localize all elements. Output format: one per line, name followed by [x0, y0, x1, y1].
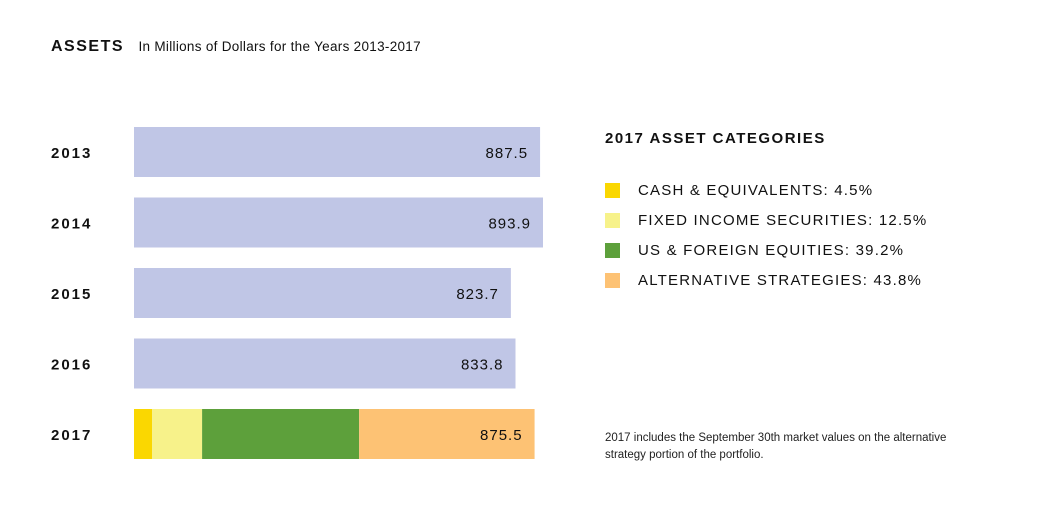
- legend-item-alternative: ALTERNATIVE STRATEGIES: 43.8%: [605, 265, 927, 295]
- legend-swatch-cash: [605, 182, 620, 198]
- bar-2014: [134, 197, 543, 248]
- legend-label-cash: CASH & EQUIVALENTS: 4.5%: [638, 181, 874, 199]
- chart-header: ASSETS In Millions of Dollars for the Ye…: [51, 38, 421, 56]
- bar-2013: [134, 127, 541, 177]
- category-label-2013: 2013: [51, 145, 92, 162]
- value-label-2014: 893.9: [488, 216, 531, 233]
- legend-item-fixed-income: FIXED INCOME SECURITIES: 12.5%: [605, 205, 927, 235]
- bar-chart: 2013 887.5 2014 893.9 2015 823.7 2016 833.8 2017…: [51, 127, 543, 459]
- legend-label-alternative: ALTERNATIVE STRATEGIES: 43.8%: [638, 271, 923, 289]
- legend-swatch-fixed-income: [605, 212, 620, 228]
- bar-segment-2017-3: [359, 409, 535, 459]
- legend-item-equities: US & FOREIGN EQUITIES: 39.2%: [605, 235, 927, 265]
- value-label-2013: 887.5: [486, 145, 529, 162]
- legend-item-cash: CASH & EQUIVALENTS: 4.5%: [605, 175, 927, 205]
- chart-subtitle: In Millions of Dollars for the Years 201…: [138, 39, 421, 54]
- legend: 2017 ASSET CATEGORIES CASH & EQUIVALENTS…: [605, 130, 927, 295]
- category-label-2015: 2015: [51, 286, 92, 303]
- bar-segment-2017-1: [152, 409, 203, 459]
- category-label-2016: 2016: [51, 357, 92, 374]
- bar-2015: [134, 268, 511, 318]
- bar-2016: [134, 338, 516, 389]
- footnote: 2017 includes the September 30th market …: [605, 432, 947, 461]
- chart-title: ASSETS: [51, 38, 125, 55]
- category-label-2014: 2014: [51, 216, 92, 233]
- bar-segment-2017-2: [202, 409, 360, 459]
- legend-swatch-equities: [605, 242, 620, 258]
- legend-swatch-alternative: [605, 272, 620, 288]
- category-label-2017: 2017: [51, 427, 92, 444]
- legend-title: 2017 ASSET CATEGORIES: [605, 130, 826, 147]
- value-label-2015: 823.7: [456, 286, 499, 303]
- bar-segment-2017-0: [134, 409, 153, 459]
- legend-label-equities: US & FOREIGN EQUITIES: 39.2%: [638, 241, 905, 259]
- value-label-2017: 875.5: [480, 427, 523, 444]
- legend-label-fixed-income: FIXED INCOME SECURITIES: 12.5%: [638, 211, 928, 229]
- value-label-2016: 833.8: [461, 357, 504, 374]
